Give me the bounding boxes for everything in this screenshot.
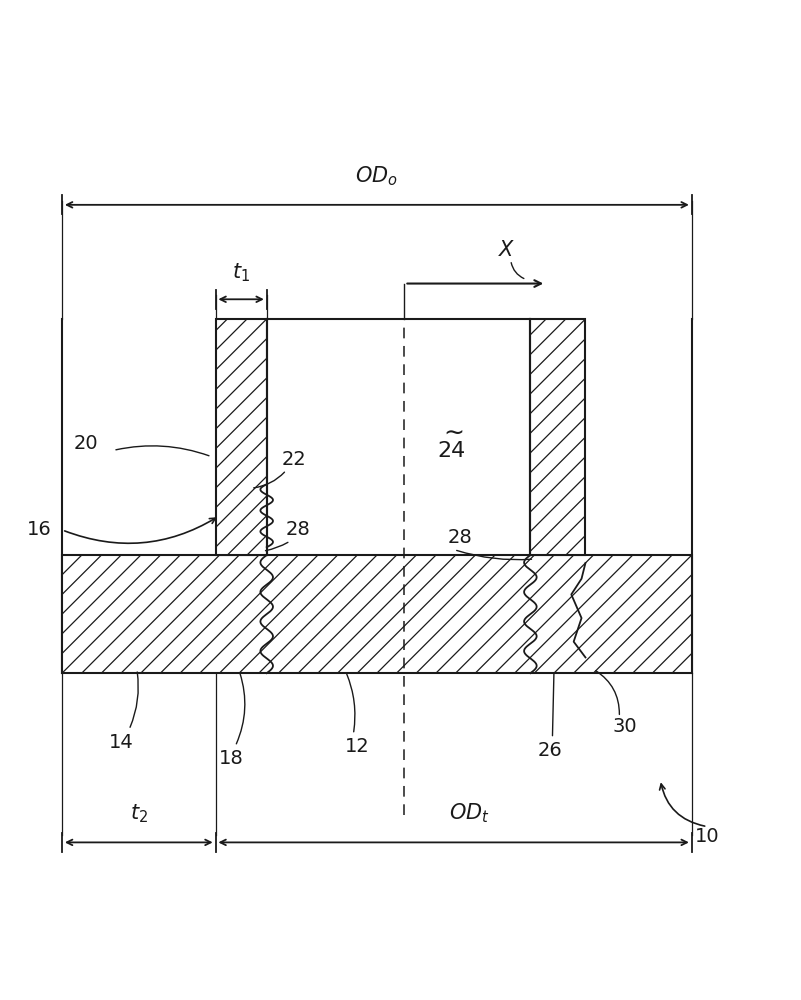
Text: $\sim$: $\sim$ <box>439 420 465 444</box>
Text: 28: 28 <box>286 520 311 539</box>
Bar <box>215 319 267 555</box>
Text: 18: 18 <box>219 749 244 768</box>
Text: 28: 28 <box>447 528 472 547</box>
Text: 22: 22 <box>282 450 307 469</box>
Text: 14: 14 <box>109 733 134 752</box>
Bar <box>530 319 586 555</box>
Bar <box>62 555 692 673</box>
Text: $t_1$: $t_1$ <box>232 261 250 284</box>
Text: 12: 12 <box>345 737 369 756</box>
Text: 24: 24 <box>437 441 466 461</box>
Text: $OD_o$: $OD_o$ <box>356 164 398 188</box>
Text: $t_2$: $t_2$ <box>130 802 148 825</box>
Text: $X$: $X$ <box>498 240 516 260</box>
Text: 20: 20 <box>74 434 98 453</box>
Text: $OD_t$: $OD_t$ <box>449 801 489 825</box>
Text: 26: 26 <box>537 741 562 760</box>
Text: 10: 10 <box>695 827 720 846</box>
Text: 30: 30 <box>613 717 637 736</box>
Text: 16: 16 <box>26 520 51 539</box>
